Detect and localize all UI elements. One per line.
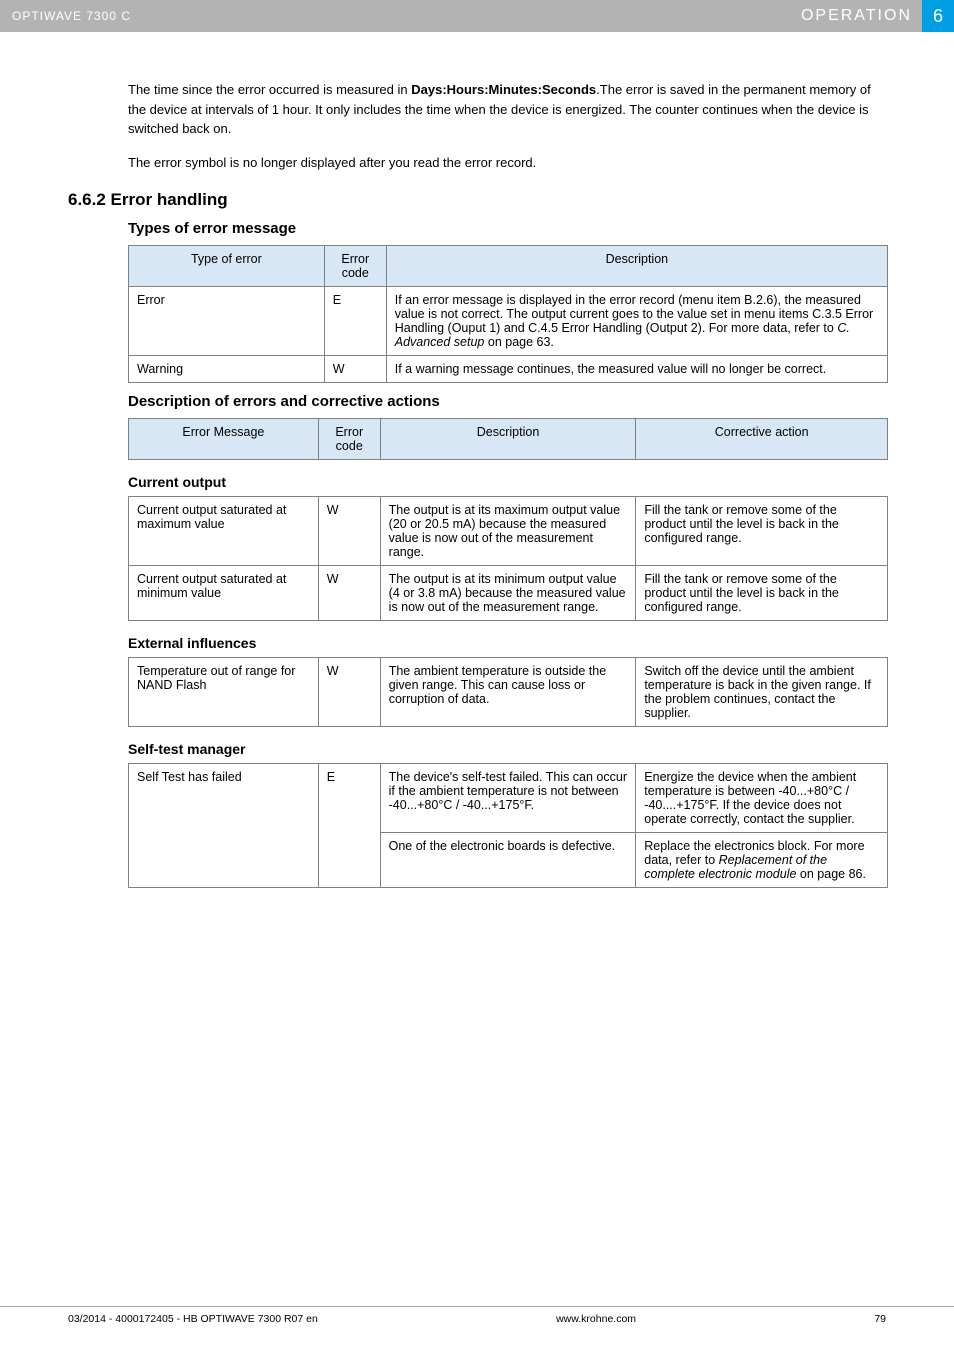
table-row: Current output saturated at minimum valu… [129,566,888,621]
external-influences-table: Temperature out of range for NAND Flash … [128,657,888,727]
cell: Error [129,287,325,356]
footer-left: 03/2014 - 4000172405 - HB OPTIWAVE 7300 … [68,1313,318,1325]
header-bar: OPTIWAVE 7300 C OPERATION 6 [0,0,954,32]
intro-para1-leading: The time since the error occurred is mea… [128,82,411,97]
intro-para2: The error symbol is no longer displayed … [128,153,886,173]
cell: The output is at its minimum output valu… [380,566,636,621]
self-test-table: Self Test has failed E The device's self… [128,763,888,888]
header-chapter-number: 6 [922,0,954,32]
header-product: OPTIWAVE 7300 C [12,9,131,23]
cell: Current output saturated at minimum valu… [129,566,319,621]
cell: Switch off the device until the ambient … [636,658,888,727]
th-desc: Description [380,419,636,460]
cell: Warning [129,356,325,383]
th-code: Error code [324,246,386,287]
page-content: The time since the error occurred is mea… [0,32,954,888]
cell: Current output saturated at maximum valu… [129,497,319,566]
desc-heading: Description of errors and corrective act… [128,393,886,410]
cell: E [318,764,380,888]
current-output-title: Current output [128,474,886,490]
table-row: Temperature out of range for NAND Flash … [129,658,888,727]
table-row: Current output saturated at maximum valu… [129,497,888,566]
table-row: Self Test has failed E The device's self… [129,764,888,833]
external-influences-title: External influences [128,635,886,651]
header-section-title: OPERATION [801,7,922,25]
types-of-error-table: Type of error Error code Description Err… [128,245,888,383]
cell: W [318,658,380,727]
cell: Energize the device when the ambient tem… [636,764,888,833]
cell-text: on page 63. [484,335,554,349]
cell: If a warning message continues, the meas… [386,356,887,383]
cell: E [324,287,386,356]
cell: Fill the tank or remove some of the prod… [636,566,888,621]
cell: Temperature out of range for NAND Flash [129,658,319,727]
cell: One of the electronic boards is defectiv… [380,833,636,888]
th-desc: Description [386,246,887,287]
table-row: Error E If an error message is displayed… [129,287,888,356]
self-test-title: Self-test manager [128,741,886,757]
cell: Replace the electronics block. For more … [636,833,888,888]
intro-para1: The time since the error occurred is mea… [128,80,886,139]
cell-text: If an error message is displayed in the … [395,293,873,335]
cell: The ambient temperature is outside the g… [380,658,636,727]
footer-right: 79 [874,1313,886,1325]
page-footer: 03/2014 - 4000172405 - HB OPTIWAVE 7300 … [0,1306,954,1325]
table-header-row: Type of error Error code Description [129,246,888,287]
cell: W [324,356,386,383]
cell: Fill the tank or remove some of the prod… [636,497,888,566]
header-right: OPERATION 6 [801,0,954,32]
th-code: Error code [318,419,380,460]
table-header-row: Error Message Error code Description Cor… [129,419,888,460]
cell: W [318,566,380,621]
cell: The output is at its maximum output valu… [380,497,636,566]
cell: W [318,497,380,566]
intro-para1-bold: Days:Hours:Minutes:Seconds [411,82,596,97]
table-row: Warning W If a warning message continues… [129,356,888,383]
footer-center: www.krohne.com [556,1313,636,1325]
th-type: Type of error [129,246,325,287]
section-heading: 6.6.2 Error handling [68,190,886,210]
th-msg: Error Message [129,419,319,460]
cell: The device's self-test failed. This can … [380,764,636,833]
cell: Self Test has failed [129,764,319,888]
error-message-header-table: Error Message Error code Description Cor… [128,418,888,460]
cell-text: on page 86. [796,867,866,881]
types-table-title: Types of error message [128,220,886,237]
th-action: Corrective action [636,419,888,460]
current-output-table: Current output saturated at maximum valu… [128,496,888,621]
cell: If an error message is displayed in the … [386,287,887,356]
